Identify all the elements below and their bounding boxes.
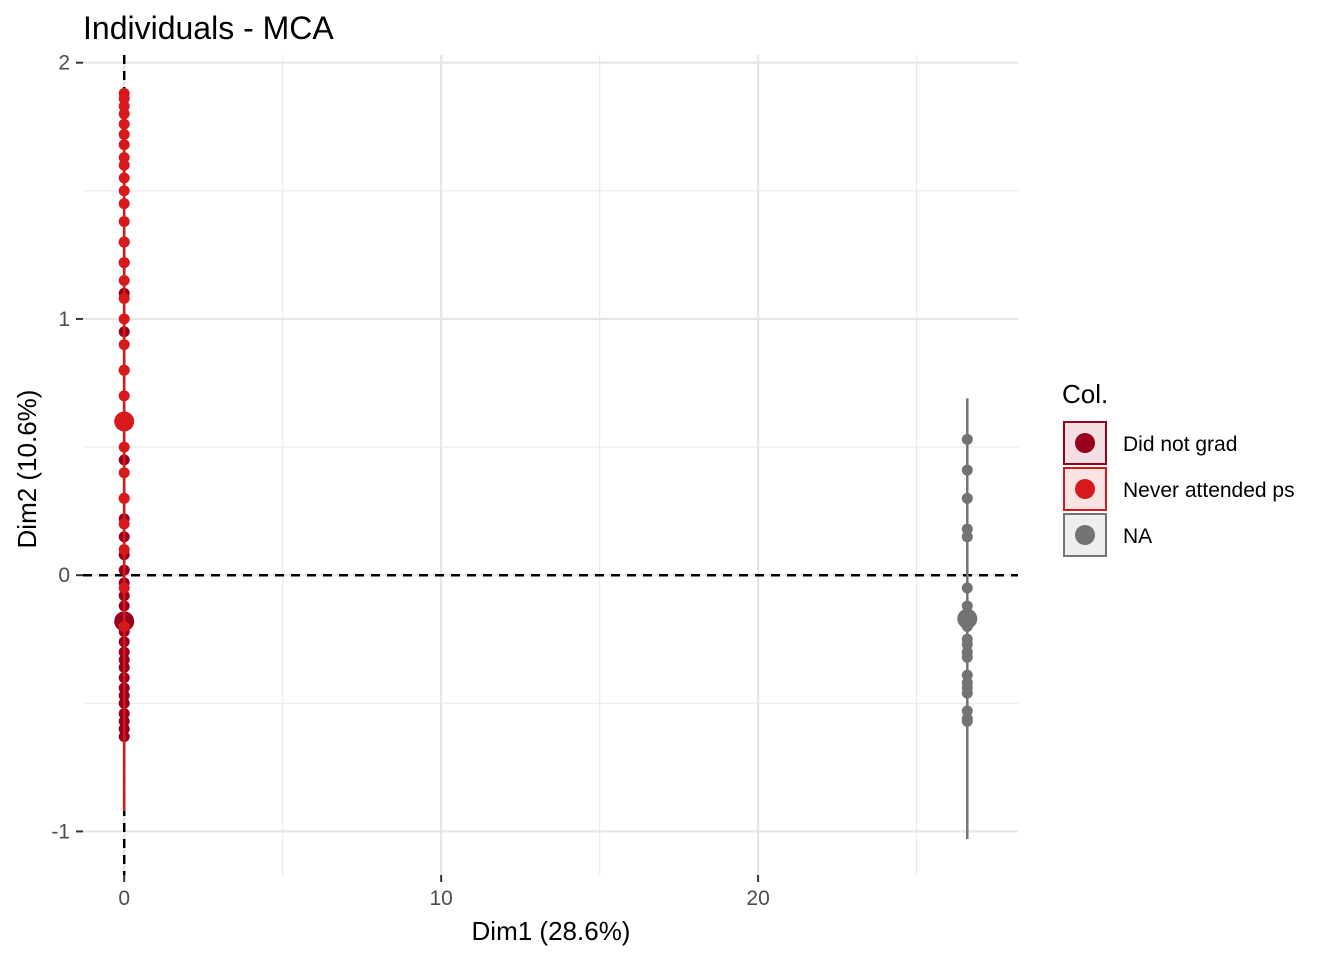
- legend-marker: [1075, 525, 1095, 545]
- data-point: [118, 257, 130, 269]
- series-centroid: [114, 411, 135, 432]
- data-point: [118, 159, 130, 171]
- data-point: [118, 275, 130, 286]
- data-point: [118, 313, 130, 325]
- data-point: [118, 128, 130, 140]
- data-point: [118, 108, 130, 120]
- y-tick-label: 0: [58, 564, 70, 587]
- x-tick-label: 20: [746, 887, 769, 910]
- data-point: [961, 715, 973, 727]
- data-point: [118, 467, 130, 479]
- data-point: [118, 582, 130, 594]
- legend-entry: Did not grad: [1063, 421, 1237, 465]
- y-axis-label: Dim2 (10.6%): [12, 390, 42, 549]
- data-point: [118, 518, 130, 530]
- chart-title: Individuals - MCA: [83, 10, 334, 46]
- data-point: [118, 216, 130, 228]
- data-point: [961, 638, 973, 650]
- legend-marker: [1075, 479, 1095, 499]
- data-point: [961, 582, 973, 594]
- data-point: [118, 139, 130, 151]
- legend-label: Never attended ps: [1123, 479, 1295, 502]
- data-point: [961, 492, 973, 504]
- y-tick-label: -1: [51, 820, 70, 843]
- legend-entry: NA: [1063, 513, 1152, 557]
- data-point: [118, 100, 130, 112]
- x-tick-label: 10: [429, 887, 452, 910]
- data-point: [118, 441, 130, 453]
- series-2: [957, 398, 978, 840]
- axes: 0 10 20 -1 0 1 2: [51, 52, 769, 910]
- y-tick-label: 1: [58, 308, 70, 331]
- data-point: [961, 705, 973, 717]
- data-point: [961, 531, 973, 543]
- data-point: [118, 492, 130, 504]
- legend-entry: Never attended ps: [1063, 467, 1295, 511]
- legend-title: Col.: [1062, 379, 1108, 409]
- legend-label: NA: [1123, 525, 1152, 548]
- legend: Col. Did not grad Never attended ps NA: [1062, 379, 1295, 557]
- x-axis-label: Dim1 (28.6%): [472, 916, 631, 946]
- series-layer: [114, 87, 978, 840]
- x-tick-label: 0: [118, 887, 130, 910]
- data-point: [961, 433, 973, 445]
- data-point: [118, 620, 130, 632]
- data-point: [118, 87, 130, 99]
- series-centroid: [957, 608, 978, 629]
- series-1: [114, 87, 135, 811]
- data-point: [961, 523, 973, 535]
- data-point: [118, 152, 130, 163]
- data-point: [118, 198, 130, 210]
- legend-label: Did not grad: [1123, 433, 1237, 456]
- data-point: [118, 118, 130, 130]
- data-point: [118, 364, 130, 376]
- legend-marker: [1075, 433, 1095, 453]
- data-point: [961, 464, 973, 476]
- data-point: [961, 687, 973, 699]
- data-point: [118, 292, 130, 304]
- data-point: [118, 339, 130, 351]
- data-point: [118, 544, 130, 556]
- y-tick-label: 2: [58, 52, 70, 75]
- data-point: [961, 600, 973, 612]
- data-point: [961, 669, 973, 681]
- data-point: [118, 172, 130, 184]
- data-point: [118, 390, 130, 402]
- data-point: [961, 651, 973, 663]
- data-point: [118, 236, 130, 248]
- data-point: [118, 185, 130, 197]
